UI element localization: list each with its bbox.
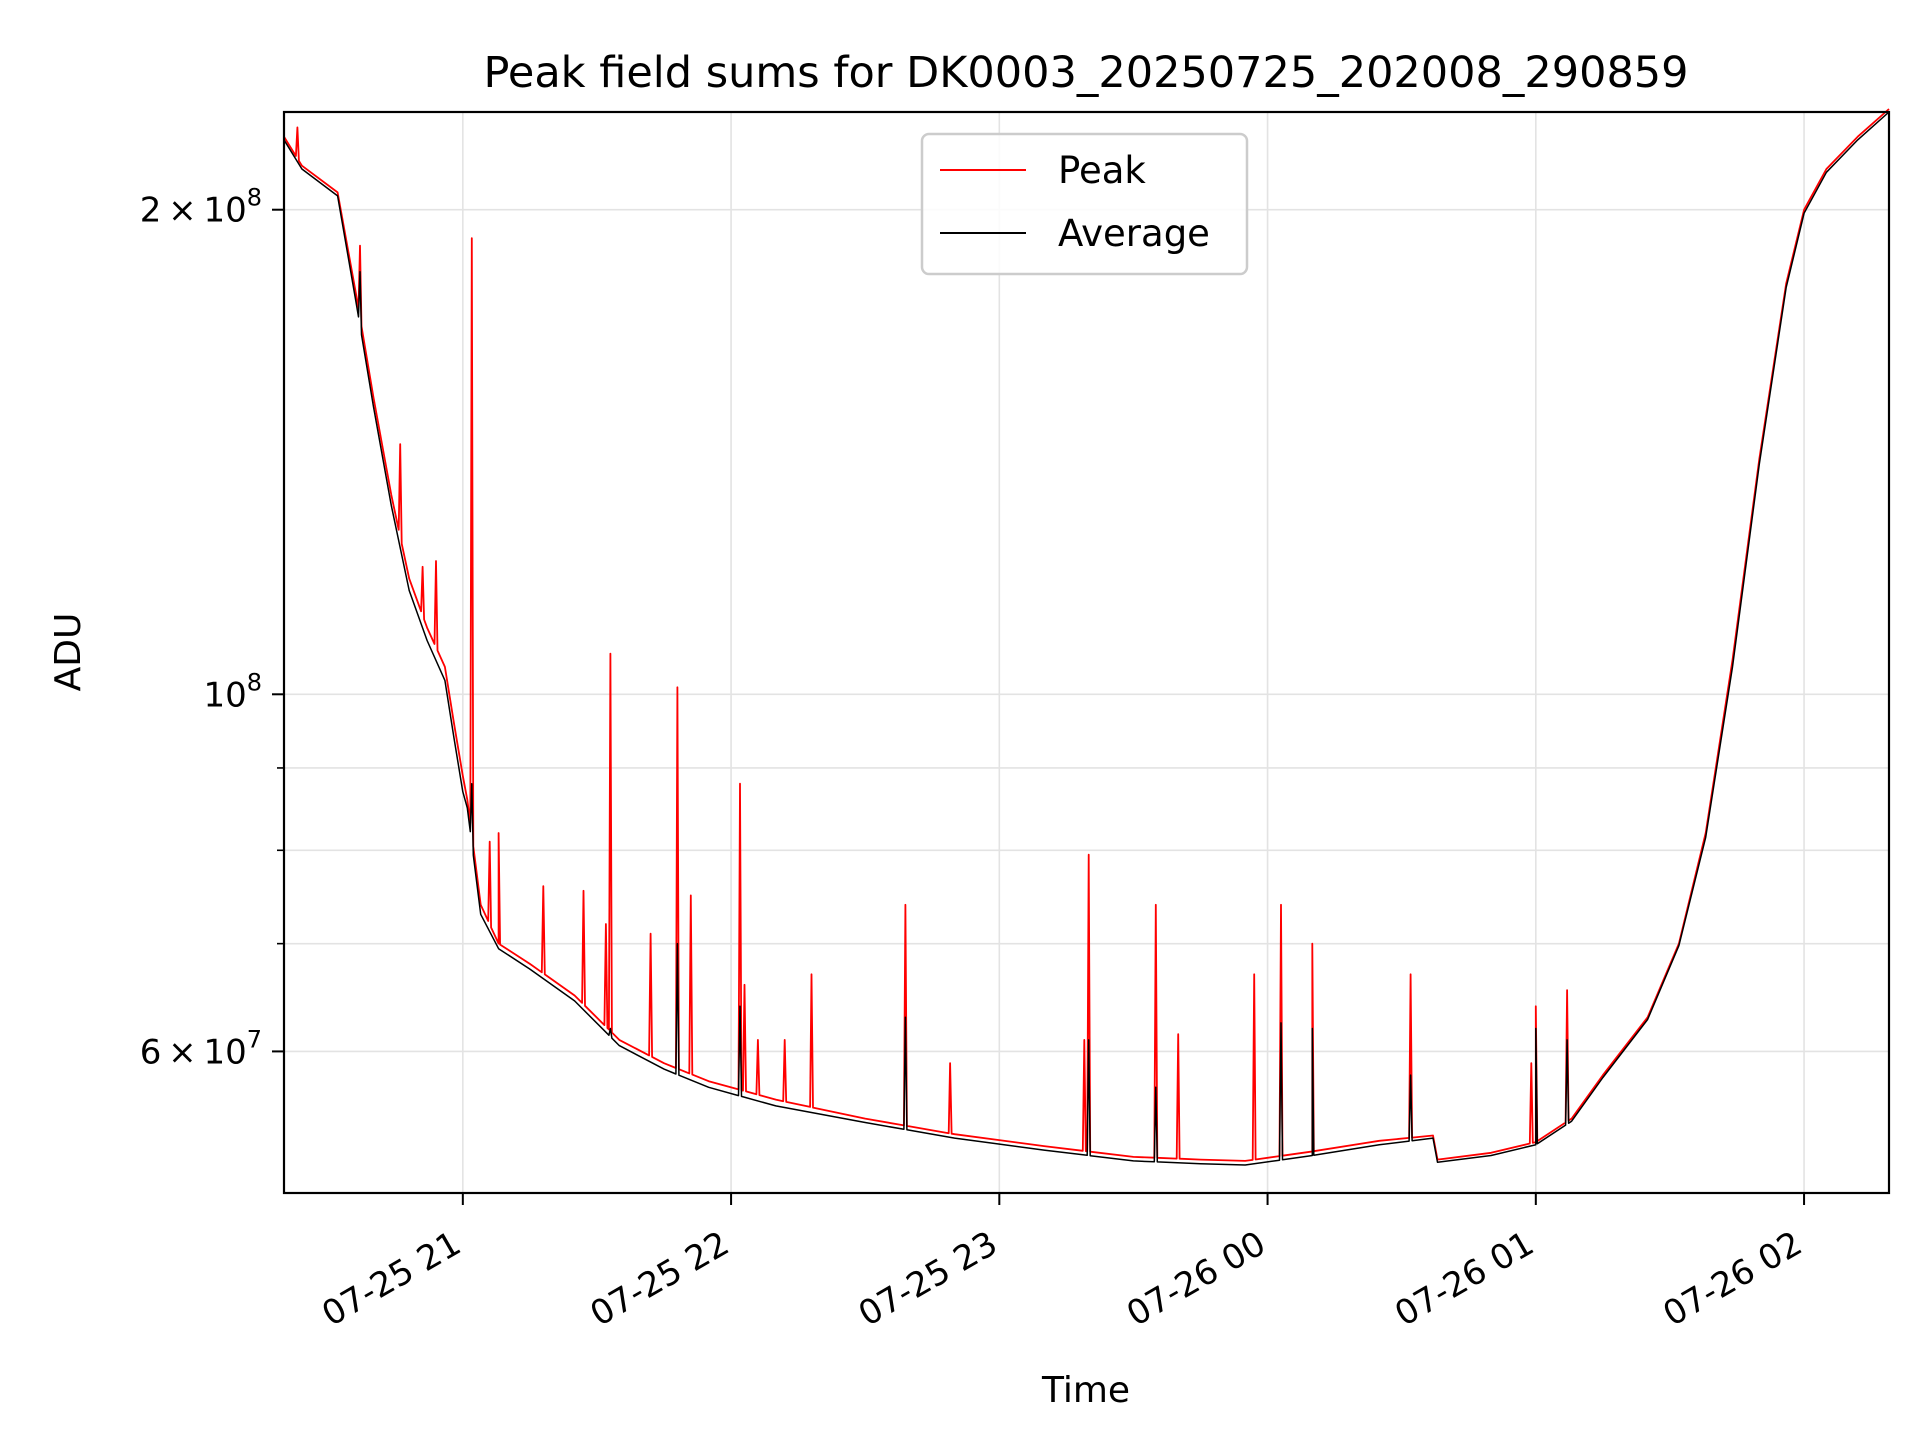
legend: Peak Average xyxy=(920,132,1249,276)
x-axis-label: Time xyxy=(1041,1370,1130,1411)
plot-frame xyxy=(282,110,1891,1195)
y-tick-label: 6 × 107 xyxy=(140,1025,262,1072)
plot-series xyxy=(283,108,1890,1166)
series-line-average xyxy=(283,111,1890,1166)
legend-label-average: Average xyxy=(1058,212,1210,255)
y-tick-label: 2 × 108 xyxy=(140,184,262,231)
grid-lines xyxy=(284,112,1889,1193)
y-tick-label: 108 xyxy=(203,668,262,715)
legend-label-peak: Peak xyxy=(1058,149,1146,192)
chart-title: Peak field sums for DK0003_20250725_2020… xyxy=(483,48,1688,98)
y-axis-label: ADU xyxy=(48,613,89,692)
